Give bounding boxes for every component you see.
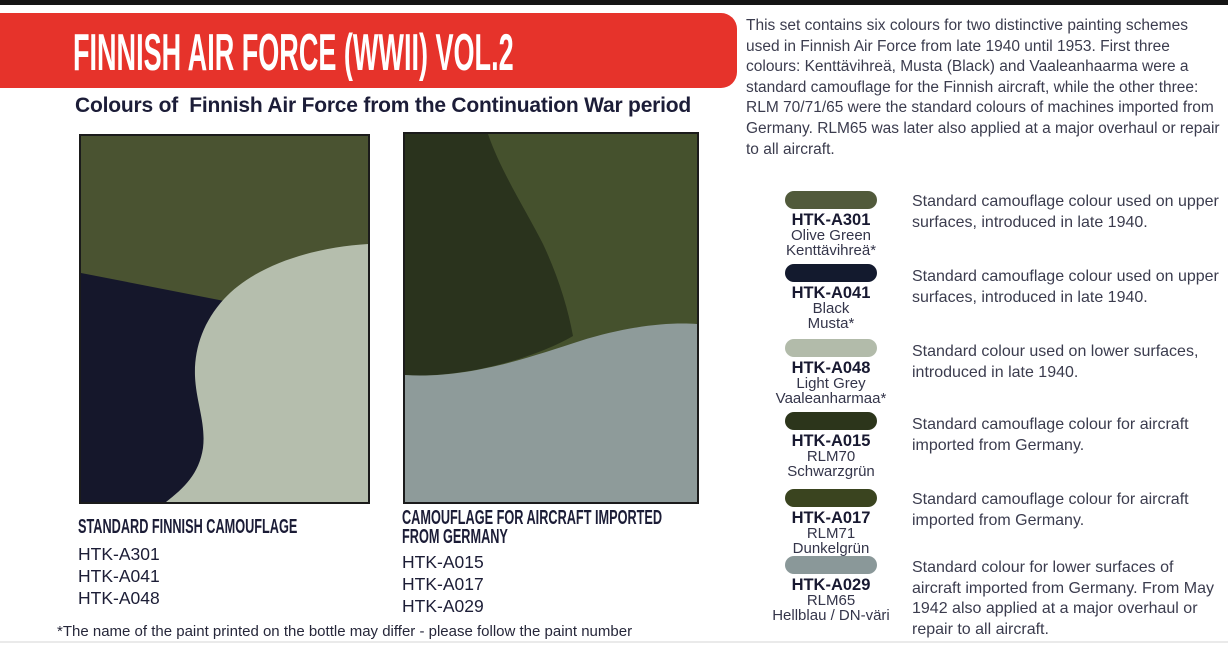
paint-swatch-pill [785, 412, 877, 430]
paint-name-alt: Kenttävihreä* [785, 241, 877, 259]
title-banner: FINNISH AIR FORCE (WWII) VOL.2 [0, 13, 737, 88]
color-row: HTK-A029 RLM65 Hellblau / DN-väri [757, 556, 905, 623]
figure-caption-finnish: STANDARD FINNISH CAMOUFLAGE [78, 515, 298, 538]
code-item: HTK-A041 [78, 566, 160, 586]
paint-name: Olive Green [790, 227, 872, 244]
paint-name: RLM70 [806, 448, 856, 465]
code-item: HTK-A029 [402, 596, 484, 616]
paint-description: Standard camouflage colour used on upper… [912, 268, 1219, 306]
paint-description: Standard colour for lower surfaces of ai… [912, 559, 1214, 638]
paint-name: Black [812, 300, 850, 317]
paint-name-alt: Vaaleanharmaa* [775, 389, 887, 407]
camo-swatch-image [405, 134, 697, 502]
color-row: HTK-A017 RLM71 Dunkelgrün [757, 489, 905, 556]
paint-swatch-pill [785, 489, 877, 507]
color-row: HTK-A048 Light Grey Vaaleanharmaa* [757, 339, 905, 406]
code-item: HTK-A301 [78, 544, 160, 564]
color-row: HTK-A041 Black Musta* [757, 264, 905, 331]
paint-swatch-pill [785, 264, 877, 282]
code-item: HTK-A048 [78, 588, 160, 608]
footnote-text: *The name of the paint printed on the bo… [57, 623, 633, 640]
paint-description: Standard camouflage colour used on upper… [912, 193, 1219, 231]
paint-name: RLM71 [806, 525, 856, 542]
paint-description: Standard camouflage colour for aircraft … [912, 416, 1189, 454]
rlm65-region [405, 323, 697, 502]
camo-figure-finnish [79, 134, 370, 504]
page-title: FINNISH AIR FORCE (WWII) VOL.2 [73, 24, 514, 82]
paint-name-alt: Dunkelgrün [792, 539, 870, 557]
light-grey-region [166, 244, 368, 502]
color-row: HTK-A301 Olive Green Kenttävihreä* [757, 191, 905, 258]
paint-code: HTK-A017 [791, 509, 871, 527]
paint-swatch-pill [785, 556, 877, 574]
paint-name: RLM65 [806, 592, 856, 609]
rlm70-region [405, 134, 573, 376]
intro-paragraph: This set contains six colours for two di… [746, 17, 1220, 158]
top-border-bar [0, 0, 1228, 5]
figure-caption-german: CAMOUFLAGE FOR AIRCRAFT IMPORTED FROM GE… [402, 506, 663, 548]
paint-name-alt: Schwarzgrün [787, 462, 875, 480]
paint-swatch-pill [785, 339, 877, 357]
paint-description: Standard camouflage colour for aircraft … [912, 491, 1189, 529]
paint-swatch-pill [785, 191, 877, 209]
paint-code: HTK-A015 [791, 432, 871, 450]
paint-code: HTK-A029 [791, 576, 871, 594]
figure-code-list-finnish: HTK-A301 HTK-A041 HTK-A048 [78, 543, 160, 609]
paint-name-alt: Hellblau / DN-väri [772, 606, 890, 624]
paint-name: Light Grey [796, 375, 866, 392]
divider-line [0, 641, 1228, 643]
figure-code-list-german: HTK-A015 HTK-A017 HTK-A029 [402, 551, 484, 617]
paint-code: HTK-A048 [791, 359, 871, 377]
code-item: HTK-A017 [402, 574, 484, 594]
paint-code: HTK-A041 [791, 284, 871, 302]
paint-name-alt: Musta* [807, 314, 855, 332]
camo-swatch-image [81, 136, 368, 502]
paint-code: HTK-A301 [791, 211, 871, 229]
camo-figure-german [403, 132, 699, 504]
color-row: HTK-A015 RLM70 Schwarzgrün [757, 412, 905, 479]
code-item: HTK-A015 [402, 552, 484, 572]
paint-description: Standard colour used on lower surfaces, … [912, 343, 1199, 381]
page-subtitle: Colours of Finnish Air Force from the Co… [75, 94, 692, 117]
